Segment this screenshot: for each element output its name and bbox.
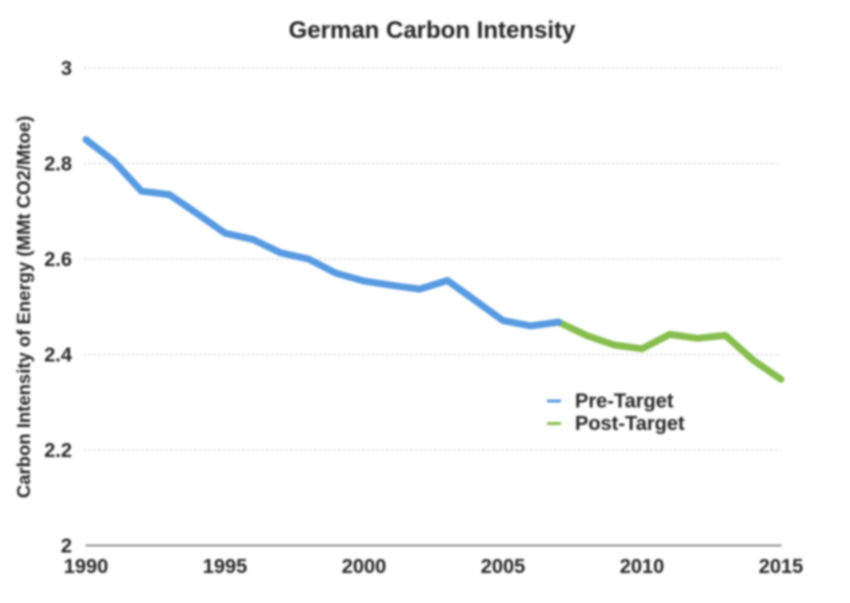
svg-text:1995: 1995 xyxy=(203,556,248,578)
svg-text:Pre-Target: Pre-Target xyxy=(575,391,674,413)
svg-text:2015: 2015 xyxy=(759,556,804,578)
svg-text:2000: 2000 xyxy=(342,556,387,578)
svg-text:2005: 2005 xyxy=(481,556,526,578)
svg-text:1990: 1990 xyxy=(64,556,109,578)
svg-text:2.6: 2.6 xyxy=(44,249,72,271)
svg-text:3: 3 xyxy=(61,58,72,80)
svg-text:German Carbon Intensity: German Carbon Intensity xyxy=(289,17,576,44)
svg-text:Post-Target: Post-Target xyxy=(575,413,685,435)
svg-text:2: 2 xyxy=(61,536,72,558)
svg-text:2.8: 2.8 xyxy=(44,154,72,176)
svg-text:2010: 2010 xyxy=(620,556,665,578)
svg-text:2.2: 2.2 xyxy=(44,440,72,462)
svg-text:Carbon Intensity of Energy (MM: Carbon Intensity of Energy (MMt CO2/Mtoe… xyxy=(13,116,34,498)
svg-text:2.4: 2.4 xyxy=(44,345,73,367)
